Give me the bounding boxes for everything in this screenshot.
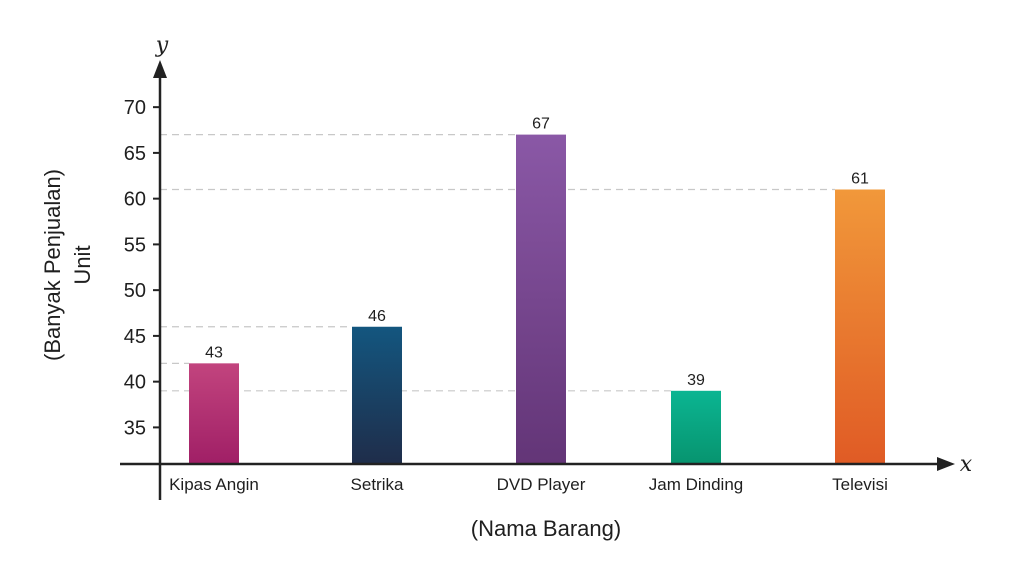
- y-axis-symbol: y: [155, 33, 169, 58]
- bar-dvd-player: [516, 134, 566, 464]
- data-label: 43: [205, 344, 223, 361]
- bars: [189, 134, 885, 464]
- x-axis-title: (Nama Barang): [471, 516, 621, 541]
- category-label: Jam Dinding: [649, 475, 744, 494]
- bar-kipas-angin: [189, 363, 239, 464]
- data-label: 67: [532, 116, 550, 133]
- bar-televisi: [835, 189, 885, 464]
- y-tick-label: 60: [124, 189, 146, 211]
- category-label: Setrika: [351, 475, 404, 494]
- y-tick-label: 45: [124, 326, 146, 348]
- data-label: 61: [851, 171, 869, 188]
- data-label: 46: [368, 308, 386, 325]
- x-axis-arrow: [937, 457, 955, 471]
- y-tick-label: 35: [124, 417, 146, 439]
- y-tick-label: 50: [124, 280, 146, 302]
- y-ticks: 35 40 45 50 55 60 65 70: [124, 97, 160, 439]
- category-label: Televisi: [832, 475, 888, 494]
- y-tick-label: 70: [124, 97, 146, 119]
- y-tick-label: 40: [124, 372, 146, 394]
- category-label: Kipas Angin: [169, 475, 259, 494]
- bar-setrika: [352, 326, 402, 464]
- y-tick-label: 55: [124, 234, 146, 256]
- bar-jam-dinding: [671, 390, 721, 464]
- y-axis-title: (Banyak Penjualan) Unit: [40, 169, 95, 361]
- y-axis-title-line1: (Banyak Penjualan): [40, 169, 65, 361]
- y-axis-title-line2: Unit: [70, 245, 95, 284]
- data-label: 39: [687, 372, 705, 389]
- x-axis-symbol: x: [960, 452, 973, 477]
- labels: 43 Kipas Angin 46 Setrika 67 DVD Player 39 Jam …: [169, 116, 888, 494]
- y-tick-label: 65: [124, 143, 146, 165]
- category-label: DVD Player: [497, 475, 586, 494]
- y-axis-arrow: [153, 60, 167, 78]
- reference-lines: [160, 134, 835, 392]
